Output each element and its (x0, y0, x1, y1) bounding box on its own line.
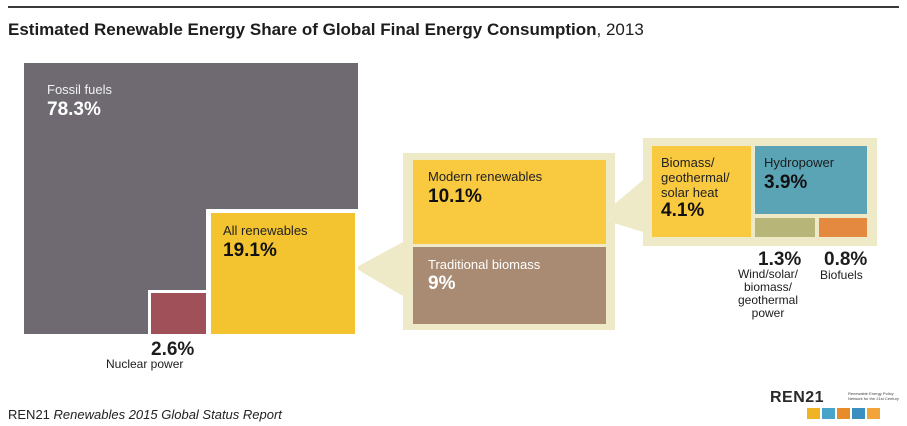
fossil-fuels-label: Fossil fuels (47, 82, 113, 97)
wind-solar-power-label-text: Wind/solar/ biomass/ geothermal power (737, 267, 799, 320)
biofuels-label: Biofuels (820, 268, 863, 282)
nuclear-power-block (151, 293, 208, 334)
all-renewables-value: 19.1% (223, 240, 277, 261)
traditional-biomass-value: 9% (428, 273, 456, 294)
traditional-biomass-label: Traditional biomass (428, 257, 541, 272)
traditional-biomass-block (413, 247, 606, 324)
heat-icon (867, 408, 880, 419)
fossil-fuels-value: 78.3% (47, 99, 101, 120)
wind-solar-power-value: 1.3% (758, 249, 802, 270)
wind-icon (822, 408, 835, 419)
hydropower-label: Hydropower (764, 155, 835, 170)
biomass-geothermal-solar-heat-block (652, 146, 751, 237)
biofuels-block (819, 218, 867, 237)
sun-icon (807, 408, 820, 419)
water-icon (852, 408, 865, 419)
connector-renewables-to-breakdown (355, 242, 403, 296)
hydropower-value: 3.9% (764, 172, 808, 193)
chart-title-year: , 2013 (596, 20, 644, 39)
modern-renewables-label: Modern renewables (428, 169, 543, 184)
biofuels-value: 0.8% (824, 249, 868, 270)
ren21-logo-icons (807, 408, 880, 419)
chart-title-main: Estimated Renewable Energy Share of Glob… (8, 20, 597, 39)
ren21-logo-text: REN21 (770, 389, 825, 406)
all-renewables-block (211, 213, 355, 334)
ren21-logo-tagline: Renewable Energy Policy Network for the … (848, 391, 899, 401)
chart-title: Estimated Renewable Energy Share of Glob… (8, 20, 644, 40)
biomass-heat-label-text: Biomass/ geothermal/ solar heat (661, 155, 730, 200)
wind-solar-power-label: Wind/solar/ biomass/ geothermal power (722, 268, 814, 320)
nuclear-power-value: 2.6% (151, 339, 195, 360)
source-org: REN21 (8, 407, 50, 422)
biomass-heat-label: Biomass/ geothermal/ solar heat (661, 155, 731, 200)
biomass-heat-value: 4.1% (661, 200, 705, 221)
modern-renewables-value: 10.1% (428, 186, 482, 207)
modern-renewables-block (413, 160, 606, 244)
wind-solar-power-block (755, 218, 815, 237)
source-report: Renewables 2015 Global Status Report (53, 407, 282, 422)
all-renewables-label: All renewables (223, 223, 308, 238)
nuclear-power-label: Nuclear power (106, 357, 184, 371)
hydropower-block (755, 146, 867, 214)
biomass-icon (837, 408, 850, 419)
source-citation: REN21 Renewables 2015 Global Status Repo… (8, 407, 282, 422)
top-rule (8, 6, 899, 8)
nuclear-white-border (148, 290, 211, 337)
